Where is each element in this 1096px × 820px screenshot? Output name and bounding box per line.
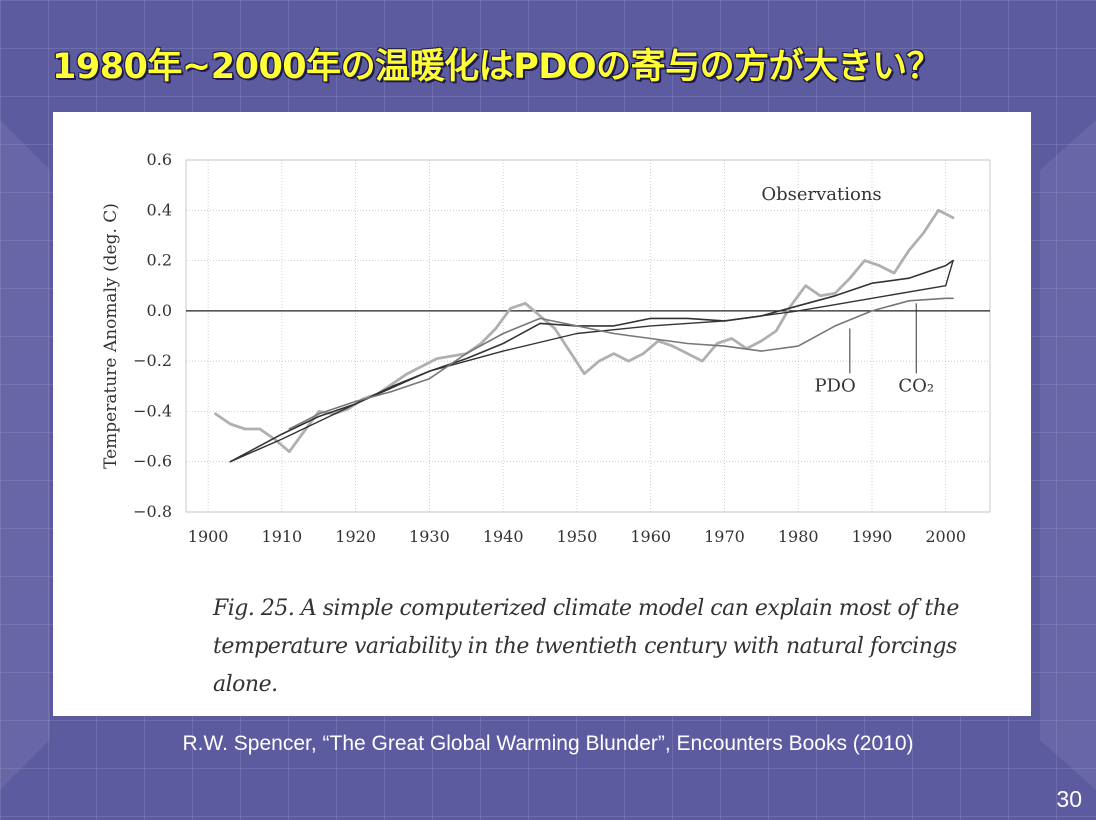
x-tick-label: 1900 xyxy=(188,527,229,546)
x-tick-label: 1940 xyxy=(483,527,524,546)
y-axis-label: Temperature Anomaly (deg. C) xyxy=(101,203,121,469)
left-bevel-decoration xyxy=(0,120,50,790)
figure-caption: Fig. 25. A simple computerized climate m… xyxy=(213,596,959,697)
chart-grid xyxy=(185,159,991,513)
x-tick-label: 1980 xyxy=(778,527,819,546)
temperature-anomaly-chart: 1900 1910 1920 1930 1940 1950 1960 1970 1980 1990… xyxy=(101,150,991,546)
x-tick-label: 1990 xyxy=(852,527,893,546)
series-line-observations xyxy=(214,208,955,454)
y-tick-label: −0.8 xyxy=(133,502,172,521)
x-tick-label: 2000 xyxy=(925,527,966,546)
annotation-label-co2: CO₂ xyxy=(898,375,934,396)
x-tick-label: 1920 xyxy=(335,527,376,546)
x-tick-label: 1970 xyxy=(704,527,745,546)
x-tick-label: 1960 xyxy=(630,527,671,546)
series-line-co2 xyxy=(229,259,954,463)
figure-panel: 1900 1910 1920 1930 1940 1950 1960 1970 1980 1990… xyxy=(53,112,1031,716)
right-bevel-decoration xyxy=(1040,120,1096,790)
x-tick-label: 1930 xyxy=(409,527,450,546)
y-tick-label: 0.4 xyxy=(147,200,172,219)
annotation-label-observations: Observations xyxy=(761,184,881,205)
chart-annotations: Observations PDO CO₂ xyxy=(761,184,934,396)
y-tick-label: 0.6 xyxy=(147,150,172,169)
y-tick-label: 0.0 xyxy=(147,301,172,320)
chart-axes: 1900 1910 1920 1930 1940 1950 1960 1970 1980 1990… xyxy=(101,150,966,546)
page-number: 30 xyxy=(1056,786,1082,812)
x-tick-label: 1950 xyxy=(557,527,598,546)
y-tick-label: 0.2 xyxy=(147,251,172,270)
x-tick-label: 1910 xyxy=(262,527,303,546)
slide-title: 1980年~2000年の温暖化はPDOの寄与の方が大きい？ xyxy=(52,47,942,87)
y-tick-label: −0.6 xyxy=(133,452,172,471)
chart-series xyxy=(214,208,955,463)
plot-frame xyxy=(185,159,991,513)
annotation-label-pdo: PDO xyxy=(814,375,855,396)
series-line-pdo xyxy=(288,297,954,430)
source-citation: R.W. Spencer, “The Great Global Warming … xyxy=(182,732,914,755)
y-tick-label: −0.2 xyxy=(133,351,172,370)
y-tick-label: −0.4 xyxy=(133,401,172,420)
